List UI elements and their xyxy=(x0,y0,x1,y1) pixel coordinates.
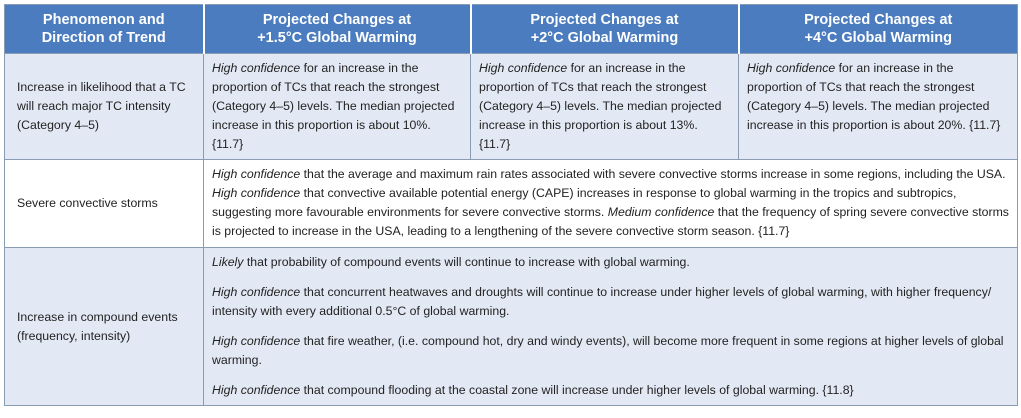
cell-2c: High confidence for an increase in the p… xyxy=(470,53,739,160)
header-4c: Projected Changes at +4°C Global Warming xyxy=(738,4,1018,54)
cell-1-5c: High confidence for an increase in the p… xyxy=(203,53,471,160)
compound-paragraph: High confidence that concurrent heatwave… xyxy=(212,285,992,318)
table-row-tc-intensity: Increase in likelihood that a TC will re… xyxy=(4,53,1018,160)
row-label: Severe convective storms xyxy=(4,159,204,248)
compound-paragraph: High confidence that fire weather, (i.e.… xyxy=(212,334,1004,367)
cell-convective-storms: High confidence that the average and max… xyxy=(203,159,1018,248)
row-label: Increase in likelihood that a TC will re… xyxy=(4,53,204,160)
projections-table: Phenomenon and Direction of Trend Projec… xyxy=(4,4,1018,406)
compound-paragraph: Likely that probability of compound even… xyxy=(212,255,690,269)
header-2c: Projected Changes at +2°C Global Warming xyxy=(469,4,740,54)
row-label: Increase in compound events (frequency, … xyxy=(4,247,204,406)
cell-compound-events: Likely that probability of compound even… xyxy=(203,247,1018,406)
header-1-5c: Projected Changes at +1.5°C Global Warmi… xyxy=(202,4,472,54)
table-row-convective-storms: Severe convective storms High confidence… xyxy=(4,159,1018,248)
header-row: Phenomenon and Direction of Trend Projec… xyxy=(4,4,1018,54)
compound-paragraph: High confidence that compound flooding a… xyxy=(212,383,854,397)
table-row-compound-events: Increase in compound events (frequency, … xyxy=(4,247,1018,406)
header-phenomenon: Phenomenon and Direction of Trend xyxy=(4,4,205,54)
cell-4c: High confidence for an increase in the p… xyxy=(738,53,1018,160)
